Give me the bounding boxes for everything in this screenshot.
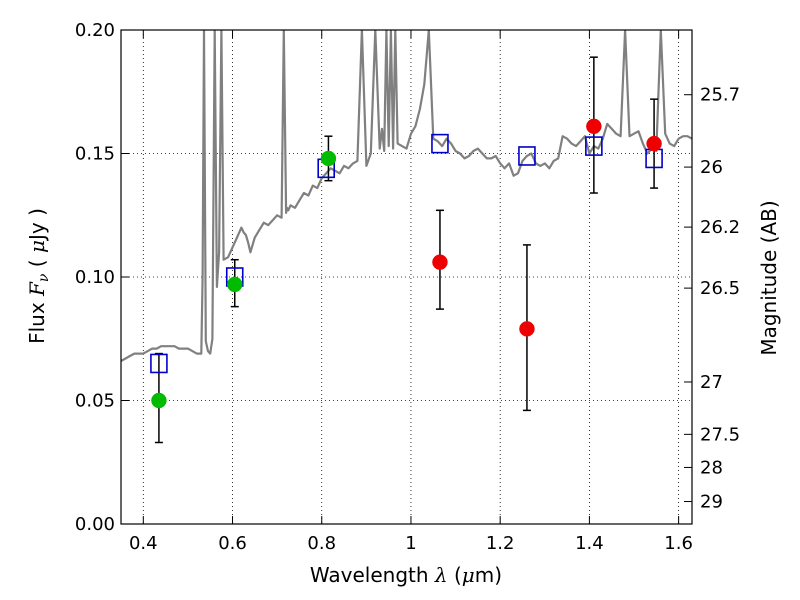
y2-tick-label: 26.2 (700, 217, 740, 238)
observed-flux-green-point (151, 392, 167, 409)
observed-flux-green-point (227, 276, 243, 293)
model-flux-square-point (150, 353, 168, 374)
observed-flux-red-point (432, 254, 448, 270)
y2-tick-label: 27 (700, 372, 723, 393)
x-tick-label: 1.2 (486, 533, 515, 554)
x-tick-label: 0.8 (307, 533, 336, 554)
plot-series (121, 30, 692, 444)
y2-tick-label: 29 (700, 492, 723, 513)
model-spectrum-line (121, 30, 692, 362)
y2-tick-label: 26.5 (700, 278, 740, 299)
x-tick-label: 0.6 (218, 533, 247, 554)
y-tick-label: 0.10 (75, 267, 115, 288)
x-axis-label: Wavelength λ (μm) (310, 563, 502, 587)
y-axis-label: Flux Fν ( μJy ) (25, 208, 52, 344)
observed-flux-red-point (519, 321, 535, 337)
observed-flux-green-point (320, 150, 337, 167)
observed-flux-red-point (586, 118, 602, 135)
x-tick-label: 0.4 (129, 533, 158, 554)
y2-tick-label: 26 (700, 157, 723, 178)
y2-tick-label: 28 (700, 457, 723, 478)
plot-frame (120, 29, 693, 525)
y-tick-label: 0.15 (75, 144, 115, 165)
x-tick-label: 1.4 (575, 533, 604, 554)
grid-lines (121, 29, 692, 525)
y-tick-label: 0.20 (75, 20, 115, 41)
model-flux-square-point (431, 133, 449, 154)
model-flux-square-point (518, 146, 536, 166)
y2-tick-label: 27.5 (700, 424, 740, 445)
y-tick-label: 0.05 (75, 391, 115, 412)
model-flux-square-point (585, 136, 603, 156)
observed-flux-red-point (646, 135, 662, 152)
y2-axis-label: Magnitude (AB) (757, 200, 781, 355)
axis-ticks: 0.4 0.6 0.8 1 1.2 1.4 1.6 0.00 0.05 0.10 0.15 0.20 2… (75, 20, 740, 554)
y-tick-label: 0.00 (75, 514, 115, 535)
y2-tick-label: 25.7 (700, 85, 740, 106)
x-tick-label: 1 (405, 533, 416, 554)
x-tick-label: 1.6 (664, 533, 693, 554)
